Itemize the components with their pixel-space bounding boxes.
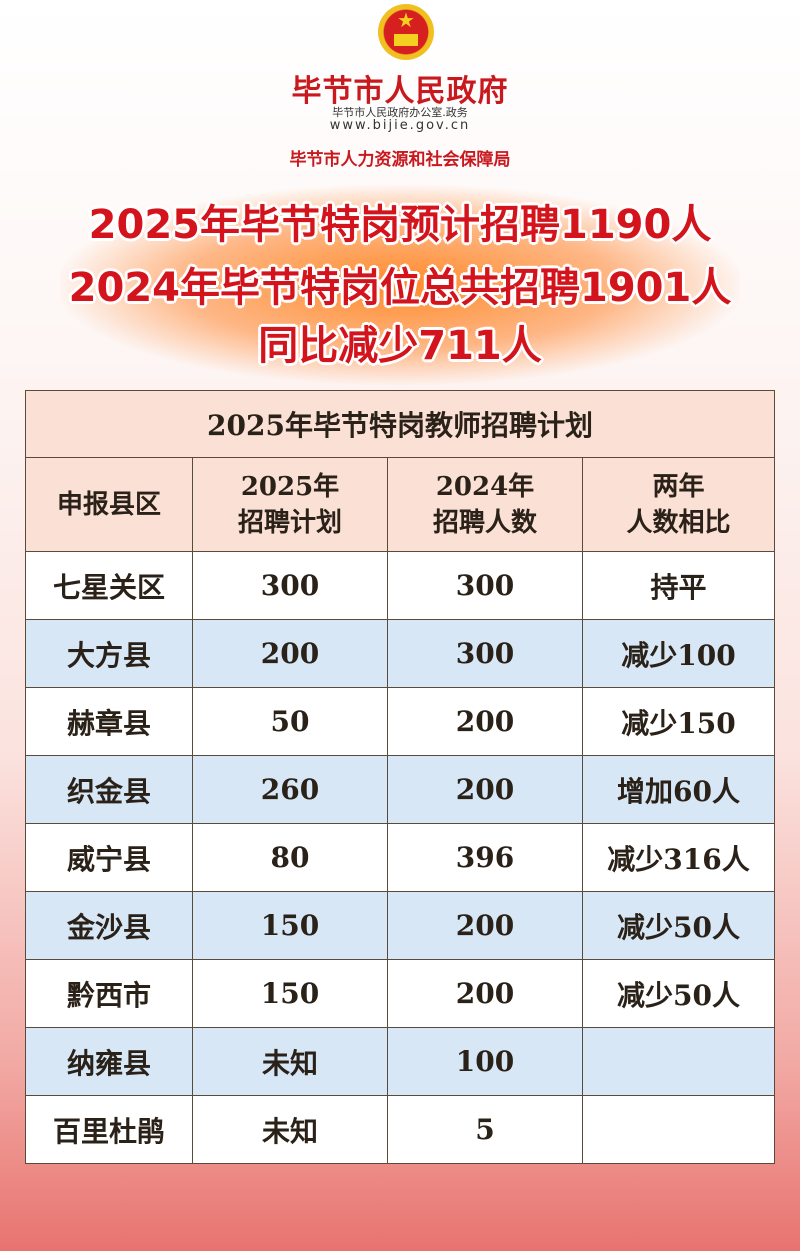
table-cell: 减少50人	[582, 891, 775, 960]
table-cell: 大方县	[25, 619, 193, 688]
column-header-line: 2024年	[435, 471, 535, 502]
column-header: 2025年招聘计划	[192, 457, 388, 552]
table-cell: 80	[192, 823, 388, 892]
table-cell: 300	[387, 551, 583, 620]
table-cell: 100	[387, 1027, 583, 1096]
org-name: 毕节市人民政府	[291, 74, 509, 109]
table-cell: 未知	[192, 1095, 388, 1164]
table-row: 威宁县 80 396 减少316人	[25, 823, 775, 892]
table-cell: 未知	[192, 1027, 388, 1096]
table-cell: 300	[192, 551, 388, 620]
headline-2: 2024年毕节特岗位总共招聘1901人	[68, 265, 732, 311]
headline-glow	[60, 185, 740, 385]
table-cell: 50	[192, 687, 388, 756]
table-row: 黔西市 150 200 减少50人	[25, 959, 775, 1028]
table-cell: 200	[192, 619, 388, 688]
table-cell: 金沙县	[25, 891, 193, 960]
table-cell: 百里杜鹃	[25, 1095, 193, 1164]
website-url: www.bijie.gov.cn	[329, 118, 471, 133]
table-cell: 260	[192, 755, 388, 824]
table-cell	[582, 1095, 775, 1164]
column-header: 申报县区	[25, 457, 193, 552]
recruitment-table: 2025年毕节特岗教师招聘计划 申报县区 2025年 招聘计划 2024年 招聘人数 两年…	[25, 390, 775, 1164]
column-header-line: 2025年	[240, 471, 340, 502]
table-cell: 150	[192, 891, 388, 960]
office-name: 毕节市人民政府办公室.政务	[332, 106, 468, 119]
table-cell: 396	[387, 823, 583, 892]
table-cell: 增加60人	[582, 755, 775, 824]
table-cell: 七星关区	[25, 551, 193, 620]
table-cell: 减少100	[582, 619, 775, 688]
table-cell: 纳雍县	[25, 1027, 193, 1096]
table-title: 2025年毕节特岗教师招聘计划	[25, 390, 775, 458]
table-row: 金沙县 150 200 减少50人	[25, 891, 775, 960]
headline-1: 2025年毕节特岗预计招聘1190人	[88, 202, 712, 248]
table-cell: 150	[192, 959, 388, 1028]
column-header-line: 两年	[652, 471, 705, 502]
table-row: 赫章县 50 200 减少150	[25, 687, 775, 756]
national-emblem-icon: ★	[378, 4, 434, 60]
table-cell: 赫章县	[25, 687, 193, 756]
table-cell: 黔西市	[25, 959, 193, 1028]
bureau-name: 毕节市人力资源和社会保障局	[289, 150, 511, 170]
table-cell: 威宁县	[25, 823, 193, 892]
table-cell: 200	[387, 755, 583, 824]
table-cell: 减少150	[582, 687, 775, 756]
column-header-line: 人数相比	[626, 507, 731, 538]
table-cell: 5	[387, 1095, 583, 1164]
table-cell: 减少50人	[582, 959, 775, 1028]
table-row: 百里杜鹃 未知 5	[25, 1095, 775, 1164]
table-row: 大方县 200 300 减少100	[25, 619, 775, 688]
table-row: 织金县 260 200 增加60人	[25, 755, 775, 824]
table-cell: 200	[387, 959, 583, 1028]
table-cell: 持平	[582, 551, 775, 620]
headline-3: 同比减少711人	[258, 323, 542, 369]
table-cell: 减少316人	[582, 823, 775, 892]
table-cell: 织金县	[25, 755, 193, 824]
column-header: 2024年招聘人数	[387, 457, 583, 552]
column-header-line: 招聘计划	[237, 507, 342, 538]
table-cell: 300	[387, 619, 583, 688]
column-header-line: 招聘人数	[432, 507, 537, 538]
table-cell: 200	[387, 687, 583, 756]
table-cell	[582, 1027, 775, 1096]
table-row: 七星关区 300 300 持平	[25, 551, 775, 620]
column-header: 两年 人数相比	[582, 457, 775, 552]
table-cell: 200	[387, 891, 583, 960]
table-row: 纳雍县 未知 100	[25, 1027, 775, 1096]
column-header-line: 申报县区	[56, 489, 161, 520]
